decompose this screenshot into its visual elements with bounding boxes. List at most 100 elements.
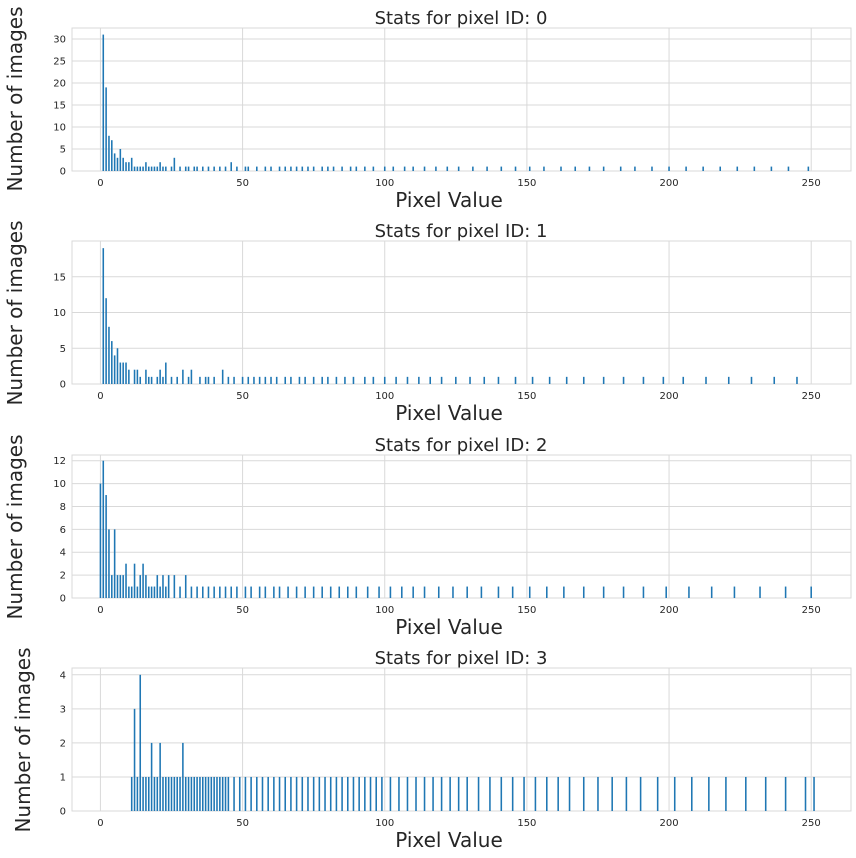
histogram-bar [466,776,468,811]
histogram-bar [159,369,161,384]
histogram-bar [125,563,127,598]
histogram-bar [321,166,323,171]
x-tick-label: 200 [659,391,678,402]
histogram-bar [244,166,247,171]
histogram-bar [381,776,383,811]
histogram-bar [125,362,127,384]
histogram-bar [349,166,352,171]
histogram-bar [241,376,244,384]
x-tick-label: 0 [97,391,103,402]
subplot-title: Stats for pixel ID: 2 [375,435,548,456]
histogram-bar [440,776,443,811]
subplot-2: Stats for pixel ID: 2 Pixel Value Number… [3,434,852,639]
y-axis-label: Number of images [3,220,27,405]
histogram-bar [156,376,159,384]
histogram-bar [344,376,346,384]
x-tick-label: 0 [97,178,103,189]
histogram-bar [162,376,164,384]
histogram-bar [352,776,355,811]
histogram-bar [691,776,693,811]
histogram-bar [156,776,159,811]
x-tick-label: 50 [236,178,249,189]
histogram-bar [531,376,534,384]
histogram-bar [256,776,258,811]
y-tick-label: 6 [60,525,66,536]
histogram-bar [295,166,298,171]
histogram-bar [372,166,375,171]
histogram-bar [247,166,250,171]
histogram-bar [108,326,110,384]
histogram-bar [284,166,287,171]
histogram-bar [534,776,537,811]
histogram-bar [113,153,116,171]
histogram-bar [111,575,113,598]
histogram-bar [452,586,454,598]
histogram-bar [588,166,591,171]
histogram-bar [145,369,147,384]
histogram-bar [273,776,275,811]
histogram-bar [295,586,298,598]
histogram-bar [153,586,156,598]
histogram-bar [352,376,355,384]
histogram-bar [565,376,568,384]
histogram-bar [543,166,545,171]
histogram-bar [457,776,460,811]
histogram-bar [477,776,480,811]
histogram-bar [167,776,170,811]
histogram-bar [511,586,514,598]
histogram-bar [440,376,443,384]
histogram-bar [207,776,210,811]
histogram-bar [403,166,406,171]
histogram-bar [710,586,713,598]
histogram-bar [528,166,531,171]
subplot-0: Stats for pixel ID: 0 Pixel Value Number… [3,6,852,212]
histogram-bar [142,776,144,811]
histogram-bar [173,776,176,811]
histogram-bar [321,586,323,598]
histogram-bar [196,166,198,171]
histogram-bar [480,586,483,598]
histogram-bar [557,776,559,811]
histogram-bar [190,586,193,598]
histogram-bar [327,376,329,384]
histogram-bar [238,776,241,811]
histogram-bar [546,586,548,598]
histogram-bar [358,776,360,811]
histogram-bar [278,776,281,811]
histogram-bar [469,376,471,384]
histogram-bar [187,166,190,171]
histogram-bar [455,376,457,384]
histogram-bar [673,776,676,811]
histogram-bar [270,166,272,171]
histogram-bar [651,166,653,171]
histogram-bar [159,162,161,171]
histogram-bar [335,776,338,811]
histogram-bar [165,362,167,384]
histogram-bar [625,776,628,811]
histogram-bar [329,776,332,811]
histogram-bar [258,376,261,384]
histogram-bar [796,376,798,384]
histogram-bar [125,162,127,171]
y-tick-label: 10 [53,123,66,134]
histogram-bar [312,586,315,598]
histogram-bar [784,776,787,811]
histogram-bar [457,166,460,171]
histogram-bar [176,376,178,384]
histogram-bar [258,586,261,598]
histogram-bar [153,166,156,171]
histogram-bar [133,369,136,384]
subplot-1: Stats for pixel ID: 1 Pixel Value Number… [3,220,852,425]
histogram-bar [284,376,287,384]
histogram-bar [147,376,150,384]
histogram-bar [301,166,304,171]
histogram-bar [244,586,247,598]
histogram-bar [312,376,315,384]
histogram-bar [582,776,585,811]
histogram-bar [312,776,315,811]
histogram-bar [563,586,565,598]
plot-area [71,27,852,172]
histogram-bar [335,376,338,384]
histogram-bar [187,776,190,811]
histogram-bar [560,166,562,171]
